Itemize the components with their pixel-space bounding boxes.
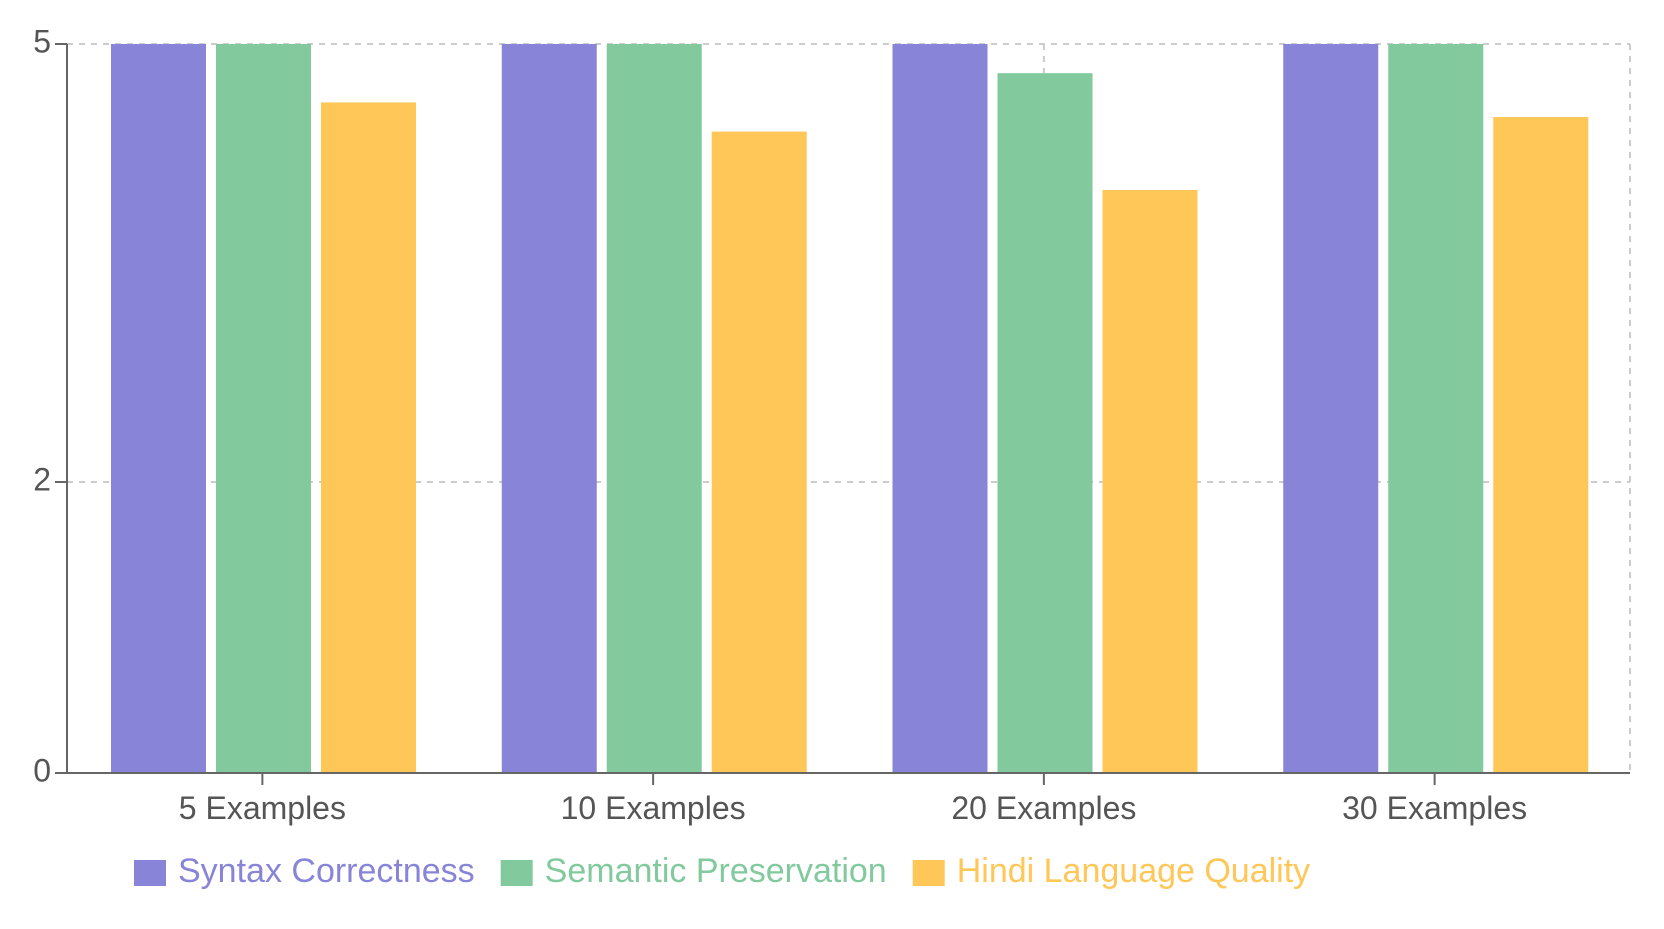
x-tick-label: 10 Examples xyxy=(561,790,746,826)
legend: Syntax Correctness Semantic Preservation H… xyxy=(134,852,1310,890)
legend-swatch[interactable] xyxy=(912,860,945,886)
bars xyxy=(111,44,1589,774)
bar-2-3[interactable] xyxy=(997,73,1093,773)
y-tick-label: 0 xyxy=(33,752,51,788)
bar-1-2[interactable] xyxy=(501,44,597,773)
legend-label[interactable]: Semantic Preservation xyxy=(545,852,887,890)
legend-label[interactable]: Syntax Correctness xyxy=(178,852,475,890)
bar-3-1[interactable] xyxy=(321,102,416,773)
x-tick-label: 5 Examples xyxy=(179,790,346,826)
bar-1-4[interactable] xyxy=(1283,44,1379,773)
legend-label[interactable]: Hindi Language Quality xyxy=(957,852,1310,890)
bar-2-4[interactable] xyxy=(1388,44,1484,773)
x-tick-label: 20 Examples xyxy=(951,790,1136,826)
legend-swatch[interactable] xyxy=(500,860,533,886)
y-tick-label: 5 xyxy=(33,23,51,59)
bar-2-2[interactable] xyxy=(606,44,702,773)
bar-3-4[interactable] xyxy=(1493,117,1589,773)
bar-1-3[interactable] xyxy=(892,44,988,773)
y-tick-label: 2 xyxy=(33,461,51,497)
bar-3-3[interactable] xyxy=(1102,190,1198,773)
bar-1-1[interactable] xyxy=(111,44,206,773)
x-tick-label: 30 Examples xyxy=(1342,790,1527,826)
bar-3-2[interactable] xyxy=(711,131,807,774)
legend-swatch[interactable] xyxy=(134,860,166,886)
bar-2-1[interactable] xyxy=(216,44,311,773)
axes: 0 2 5 5 Examples 10 Examples 20 Examples 30 Ex… xyxy=(33,23,1630,826)
